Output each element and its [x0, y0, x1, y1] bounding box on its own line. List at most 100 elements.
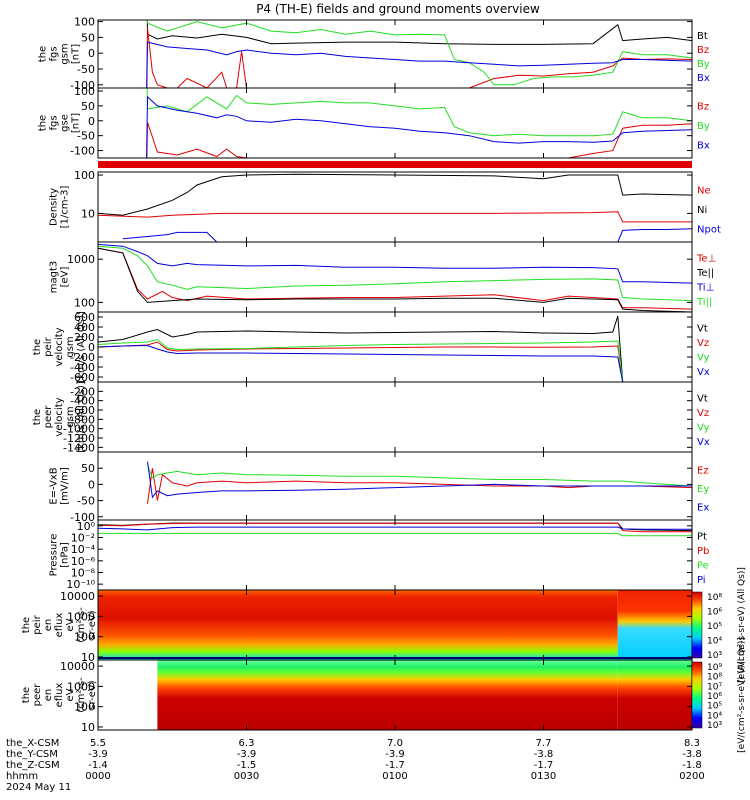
legend-ti: Ti|| [696, 297, 712, 308]
legend-bt: Bt [697, 31, 708, 42]
y-axis-label-line: [1/cm-3] [60, 186, 71, 229]
series-bt [146, 20, 692, 45]
colorbar: 10³ 10⁴ 10⁵ 10⁶ 10⁸ [eV/(cm²-s-sr-eV) (All Qs… [691, 567, 747, 683]
y-tick-label: -50 [77, 495, 95, 508]
y-axis-label-line: eflux [54, 683, 65, 708]
y-tick-label: -100 [70, 145, 95, 158]
series-pi [98, 526, 692, 531]
x-tick-label: 0100 [382, 771, 407, 782]
panel-peer-eflux: 10000 1000 100 10 thepeerenefluxeV(cm²-s-sr-… [21, 637, 747, 753]
y-axis-label-line: gsm [65, 336, 76, 357]
y-tick-label: -200 [70, 351, 95, 364]
series-ex [147, 461, 692, 499]
colorbar-label: [eV/(cm²-s-sr-eV) (All Qs)] [737, 637, 747, 753]
series-ni [98, 173, 692, 216]
colorbar-tick-label: 10⁴ [707, 637, 722, 647]
colorbar-tick-label: 10⁸ [707, 673, 722, 683]
ephemeris-value: -3.8 [534, 749, 554, 760]
y-axis-label: Pressure[nPa] [49, 534, 71, 577]
x-tick-label: 0000 [85, 771, 110, 782]
y-axis-label-line: sr-eV) [87, 610, 98, 639]
y-axis-label-line: Pressure [49, 534, 60, 577]
y-axis-label-line: peer [32, 683, 43, 707]
y-axis-label: thepeirenefluxeV(cm²-s-sr-eV) [21, 607, 98, 643]
y-tick-label: -800 [70, 413, 95, 426]
y-tick-label: 10⁻⁸ [71, 567, 96, 580]
y-tick-label: -1000 [63, 423, 95, 436]
y-tick-label: 0 [88, 478, 95, 491]
panel-peir-eflux: 10000 1000 100 10 thepeirenefluxeV(cm²-s-sr-… [21, 567, 747, 683]
legend-by: By [697, 121, 710, 132]
spectrogram-peir-eflux-late [617, 590, 692, 660]
panel-pressure: 10⁰10⁻²10⁻⁴10⁻⁶10⁻⁸10⁻¹⁰Pressure[nPa]PtP… [49, 519, 709, 591]
colorbar-tick-label: 10⁶ [707, 692, 722, 702]
x-tick-label: 0130 [531, 771, 556, 782]
spectrogram-peir-eflux [98, 590, 618, 660]
series-bx [146, 95, 692, 158]
legend-npot: Npot [697, 224, 721, 235]
ephemeris-value: 7.7 [536, 738, 552, 749]
panel-peer-velocity: -200-400-600-800-1000-1200-1400thepeerve… [32, 381, 710, 454]
y-tick-label: -100 [70, 511, 95, 524]
y-tick-label: 10⁰ [77, 520, 96, 533]
colorbar-scale [691, 591, 703, 659]
legend-pe: Pe [697, 560, 709, 571]
legend-vy: Vy [697, 422, 710, 433]
legend-pt: Pt [697, 531, 707, 542]
y-tick-label: -1200 [63, 432, 95, 445]
y-axis-label-line: the [38, 115, 49, 131]
colorbar-tick-label: 10⁵ [707, 622, 722, 632]
panel-efield: 50 0 -50 -100 E=-VxB[mV/m] Ez Ey Ex [49, 451, 709, 524]
colorbar-tick-label: 10⁷ [707, 682, 722, 692]
y-tick-label: 100 [74, 16, 95, 29]
panel-frame [97, 241, 693, 313]
y-axis-label-line: en [43, 689, 54, 702]
series-vz [98, 341, 692, 382]
series-vx [98, 344, 692, 382]
legend-ez: Ez [697, 465, 709, 476]
y-axis-label: E=-VxB[mV/m] [49, 467, 71, 505]
y-axis-label-line: [km/s (All Qs)] [76, 311, 87, 383]
colorbar-tick-label: 10⁸ [707, 593, 722, 603]
y-axis-label-line: the [21, 617, 32, 633]
series-ti [98, 243, 692, 284]
y-axis-label-line: gse [60, 114, 71, 132]
legend-pi: Pi [697, 575, 706, 586]
ephemeris-value: 8.3 [684, 738, 700, 749]
y-tick-label: -400 [70, 361, 95, 374]
y-tick-label: 0 [88, 115, 95, 128]
legend-vy: Vy [697, 352, 710, 363]
y-axis-label-line: (cm²-s- [76, 677, 87, 713]
y-axis-label: magt3[eV] [49, 261, 71, 294]
panel-stack: 100500-50-100thefgsgsm[nT]BtBzByBx100500… [21, 16, 747, 753]
ephemeris-label: 2024 May 11 [6, 782, 71, 793]
legend-pb: Pb [697, 546, 709, 557]
series-bz [146, 27, 692, 88]
spectrogram-peer-eflux [157, 660, 618, 730]
legend-vt: Vt [697, 393, 708, 404]
y-axis-label-line: E=-VxB [49, 467, 60, 504]
series-bx [146, 41, 692, 88]
y-tick-label: 100 [74, 701, 95, 714]
y-axis-label-line: the [32, 339, 43, 355]
y-axis-label-line: gsm [60, 43, 71, 64]
y-tick-label: 600 [74, 311, 95, 324]
ephemeris-value: -3.9 [88, 749, 108, 760]
y-axis-label-line: peir [43, 336, 54, 356]
y-axis-label-line: Density [49, 188, 60, 226]
series-by [146, 88, 692, 137]
x-tick-label: 0200 [679, 771, 704, 782]
y-tick-label: -50 [77, 130, 95, 143]
y-axis-label-line: fgs [49, 115, 60, 130]
y-tick-label: 10 [81, 207, 95, 220]
legend-ti: Ti⊥ [696, 282, 714, 293]
y-axis-label: thepeirvelocitygsm[km/s (All Qs)] [32, 311, 87, 383]
ephemeris-label: the_Y-CSM [6, 749, 58, 760]
legend-ne: Ne [697, 186, 711, 197]
ephemeris-label: the_X-CSM [6, 738, 59, 749]
y-tick-label: 10⁻¹⁰ [66, 578, 95, 591]
legend-vx: Vx [697, 437, 710, 448]
ephemeris-value: -1.7 [534, 760, 554, 771]
panel-frame [97, 87, 693, 159]
legend-vz: Vz [697, 408, 709, 419]
